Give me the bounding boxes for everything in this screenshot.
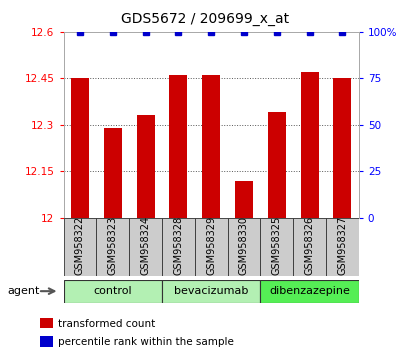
Bar (333, 78, 351, 218)
Bar (40, 318, 52, 328)
Bar (325, 218, 358, 276)
Bar (96, 218, 129, 276)
Bar (103, 128, 121, 218)
Bar (136, 115, 154, 218)
Bar (71, 78, 89, 218)
Text: GDS5672 / 209699_x_at: GDS5672 / 209699_x_at (121, 12, 288, 27)
Bar (234, 181, 252, 218)
Bar (169, 75, 187, 218)
Text: dibenzazepine: dibenzazepine (268, 286, 349, 296)
Bar (63, 280, 162, 303)
Bar (194, 218, 227, 276)
Bar (300, 72, 318, 218)
Text: transformed count: transformed count (58, 319, 155, 329)
Bar (267, 113, 285, 218)
Text: bevacizumab: bevacizumab (173, 286, 248, 296)
Bar (63, 218, 96, 276)
Text: GSM958329: GSM958329 (206, 216, 216, 275)
Bar (202, 75, 220, 218)
Text: control: control (93, 286, 132, 296)
Bar (227, 218, 260, 276)
Text: GSM958327: GSM958327 (337, 216, 346, 275)
Bar (40, 336, 52, 347)
Text: GSM958325: GSM958325 (271, 216, 281, 275)
Bar (260, 280, 358, 303)
Text: GSM958324: GSM958324 (140, 216, 150, 275)
Text: GSM958322: GSM958322 (75, 216, 85, 275)
Text: GSM958326: GSM958326 (304, 216, 314, 275)
Text: GSM958323: GSM958323 (108, 216, 117, 275)
Text: GSM958330: GSM958330 (238, 216, 248, 275)
Bar (129, 218, 162, 276)
Text: percentile rank within the sample: percentile rank within the sample (58, 337, 234, 347)
Bar (292, 218, 325, 276)
Bar (162, 280, 260, 303)
Bar (260, 218, 292, 276)
Text: GSM958328: GSM958328 (173, 216, 183, 275)
Bar (162, 218, 194, 276)
Text: agent: agent (7, 286, 40, 296)
